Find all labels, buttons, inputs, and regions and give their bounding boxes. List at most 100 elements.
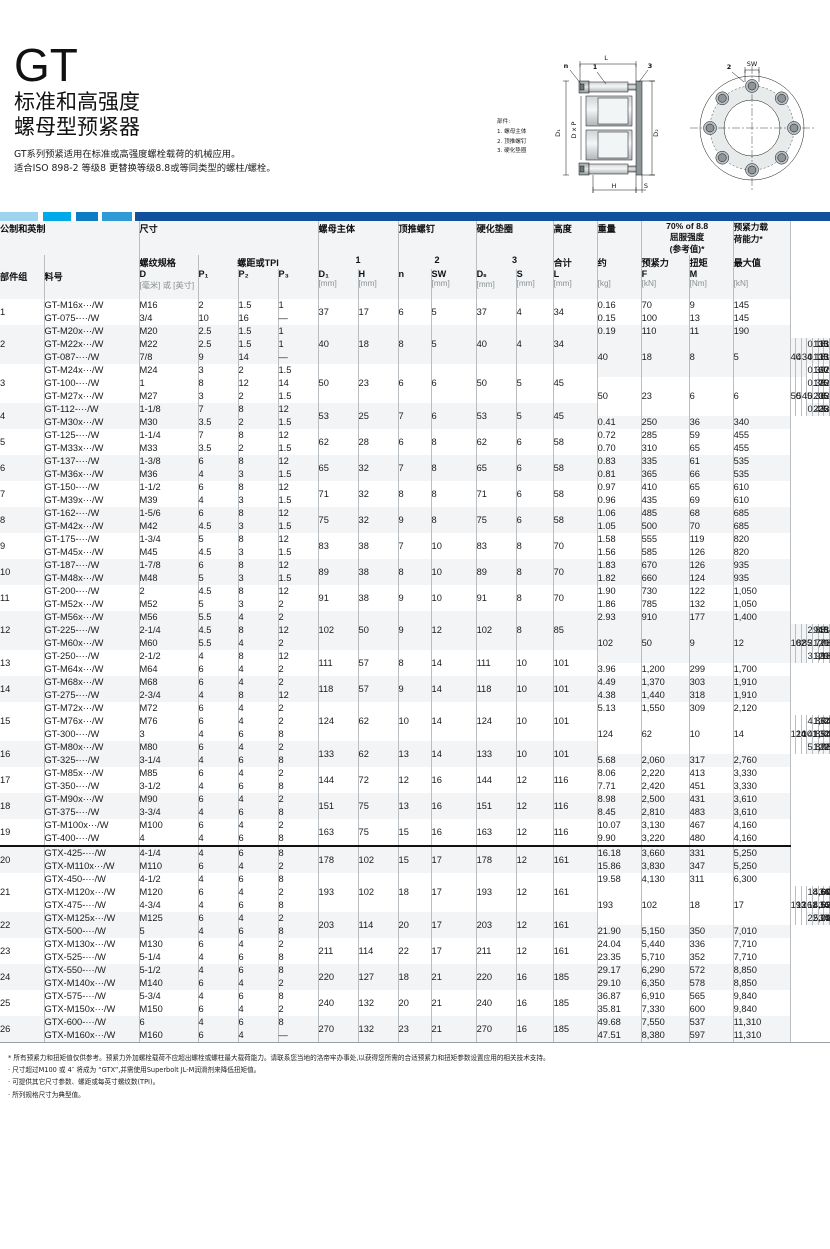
cell-kg: 1.86: [597, 598, 642, 611]
cell-D: 1-1/4: [139, 429, 199, 442]
cell-P3: —: [278, 312, 319, 325]
cell-kg: 0.18: [806, 338, 826, 351]
cell-Ds: 83: [476, 533, 517, 559]
cell-P3: 1.5: [278, 494, 319, 507]
cell-P2: 4: [238, 702, 279, 715]
cell-kg: 18.64: [806, 886, 830, 899]
cell-F: 1,370: [641, 676, 690, 689]
cell-P3: 1.5: [278, 520, 319, 533]
cell-D: M24: [139, 364, 199, 377]
header-weight: 重量: [597, 221, 642, 255]
cell-SW: 16: [431, 767, 477, 793]
cell-part: GT-M30x···/W: [44, 416, 140, 429]
cell-kg: 19.58: [597, 873, 642, 886]
cell-P1: 9: [198, 351, 239, 364]
cell-P2: 4: [238, 715, 279, 728]
cell-H: 75: [358, 793, 399, 819]
cell-kg: 15.86: [597, 860, 642, 873]
cell-P1: 6: [198, 860, 239, 873]
table-row: 23 GTX-M130x···/W M130 6 4 2 211 114 22 17 211 12 16…: [0, 938, 830, 964]
cell-P1: 4: [198, 754, 239, 767]
cell-part: GT-M85x···/W: [44, 767, 140, 780]
cell-P1: 2.5: [198, 338, 239, 351]
cell-F: 660: [641, 572, 690, 585]
cell-max: 1,910: [733, 689, 791, 702]
cell-D1: 37: [318, 299, 359, 325]
cell-P3: 12: [278, 585, 319, 598]
cell-P2: 1.5: [238, 299, 279, 312]
table-row: 19 GT-M100x···/W M100 6 4 2 163 75 15 16 163 12 116 1…: [0, 819, 830, 846]
cell-S: 5: [516, 364, 554, 403]
cell-part: GT-112-···/W: [44, 403, 140, 416]
cell-part: GT-300-···/W: [44, 728, 140, 741]
cell-F: 310: [641, 442, 690, 455]
cell-n: 22: [398, 938, 432, 964]
dim-label-D2: D₂: [652, 129, 660, 137]
cell-D1: 91: [318, 585, 359, 611]
cell-F: 1,950: [812, 741, 830, 754]
cell-part: GTX-M150x···/W: [44, 1003, 140, 1016]
header-hardened-washer: 硬化垫圈: [476, 221, 554, 255]
cell-P2: 3: [238, 494, 279, 507]
cell-part: GT-M72x···/W: [44, 702, 140, 715]
cell-max: 9,840: [733, 990, 791, 1003]
cell-P2: 4: [238, 767, 279, 780]
table-row: GT-075-···/W 3/4 10 16— 0.15 100 13 145: [0, 312, 830, 325]
table-row: 15 GT-M72x···/W M72 6 4 2 124 62 10 14 124 10 101 5.1…: [0, 702, 830, 741]
cell-D: M39: [139, 494, 199, 507]
cell-P3: 1: [278, 325, 319, 338]
header-approx: 约: [597, 255, 642, 269]
table-row: 1 GT-M16x···/W M16 2 1.5 1 37 17 6 5 37 4 34 0.16 70 9 1…: [0, 299, 830, 325]
header-load-capacity-line1: 预紧力载: [733, 222, 768, 232]
cell-max: 3,330: [733, 780, 791, 793]
cell-M: 32: [818, 403, 829, 416]
cell-D1: 40: [597, 338, 642, 377]
cell-P2: 8: [238, 429, 279, 442]
specification-table: 公制和英制 尺寸 螺母主体 顶推螺钉 硬化垫圈 高度 重量 70% of 8.8…: [0, 221, 830, 1042]
cell-S: 12: [516, 767, 554, 793]
table-row: GT-M39x···/W M39 4 3 1.5 0.96 435 69 610: [0, 494, 830, 507]
cell-kg: 7.71: [597, 780, 642, 793]
description-line-1: GT系列预紧适用在标准或高强度螺栓载荷的机械应用。: [14, 148, 241, 160]
cell-D1: 178: [318, 845, 359, 873]
cell-n: 8: [398, 559, 432, 585]
cell-L: 185: [553, 990, 598, 1016]
cell-n: 8: [398, 650, 432, 676]
header-marker-1: 1: [318, 255, 399, 269]
cell-D: M20: [139, 325, 199, 338]
cell-L: 116: [553, 793, 598, 819]
cell-P1: 6: [198, 767, 239, 780]
cell-M: 537: [689, 1016, 734, 1029]
cell-P3: 2: [278, 663, 319, 676]
cell-max: 2,760: [823, 741, 830, 754]
header-load-capacity: 预紧力载 荷能力*: [733, 221, 791, 255]
cell-F: 4,130: [641, 873, 690, 886]
cell-kg: 2.93: [597, 611, 642, 624]
cell-n: 18: [398, 873, 432, 912]
colorbar-seg-2: [38, 212, 43, 221]
cell-part: GT-M20x···/W: [44, 325, 140, 338]
cell-max: 820: [733, 546, 791, 559]
cell-max: 8,850: [733, 964, 791, 977]
cell-D: M100: [139, 819, 199, 832]
cell-P3: 2: [278, 767, 319, 780]
cell-M: 65: [689, 442, 734, 455]
cell-P2: 4: [238, 611, 279, 624]
cell-D: 3: [139, 728, 199, 741]
col-S: S [mm]: [516, 269, 554, 299]
cell-P1: 2: [198, 299, 239, 312]
cell-S: 16: [516, 1016, 554, 1042]
cell-H: 57: [358, 676, 399, 702]
cell-part-group: 15: [0, 702, 45, 741]
cell-kg: 23.35: [597, 951, 642, 964]
cell-SW: 10: [431, 559, 477, 585]
cell-P1: 4: [198, 468, 239, 481]
legend-item-1: 1. 螺母主体: [497, 128, 527, 135]
cell-M: 340: [818, 912, 830, 925]
cell-kg: 3.96: [597, 663, 642, 676]
cell-L: 85: [553, 611, 598, 650]
cell-P2: 3: [238, 546, 279, 559]
cell-D1: 40: [318, 325, 359, 364]
cell-M: 309: [689, 702, 734, 715]
